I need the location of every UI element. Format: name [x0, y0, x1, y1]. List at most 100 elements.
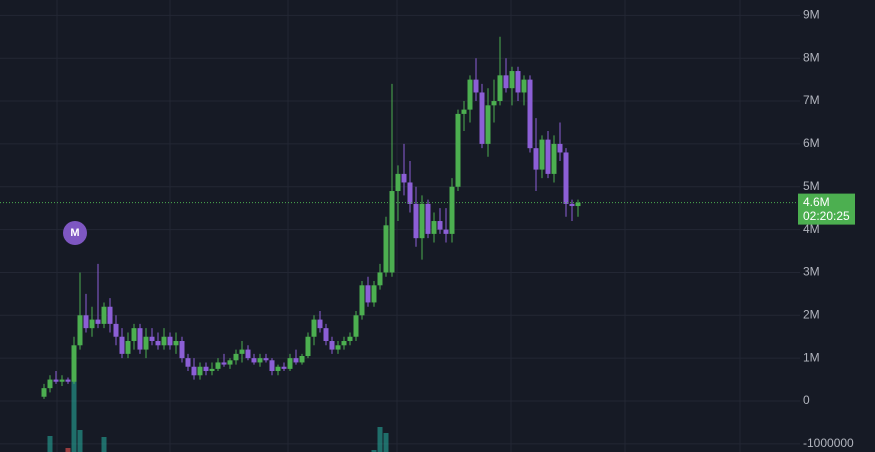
candle-body: [551, 143, 557, 174]
candle-body: [413, 203, 419, 239]
candle-body: [353, 315, 359, 337]
y-tick-label: 5M: [803, 179, 820, 193]
volume-bar: [101, 437, 107, 452]
y-tick-label: 2M: [803, 307, 820, 321]
candle-body: [113, 323, 119, 337]
candle-body: [371, 285, 377, 303]
candle-body: [167, 336, 173, 346]
candle-body: [173, 341, 179, 346]
candle-body: [431, 221, 437, 234]
candle-body: [473, 79, 479, 93]
candle-body: [449, 186, 455, 234]
y-tick-label: 6M: [803, 136, 820, 150]
candle-body: [539, 139, 545, 170]
candle-body: [515, 71, 521, 93]
candle-body: [287, 358, 293, 369]
candle-body: [359, 285, 365, 316]
candle-body: [575, 202, 581, 207]
countdown-label: 02:20:25: [803, 209, 850, 223]
candle-body: [89, 319, 95, 329]
candle-body: [53, 379, 59, 382]
candle-body: [299, 356, 305, 363]
y-tick-label: 0: [803, 393, 810, 407]
candle-body: [569, 203, 575, 207]
candle-body: [95, 319, 101, 324]
candle-body: [125, 341, 131, 354]
y-tick-label: 8M: [803, 50, 820, 64]
candle-body: [311, 319, 317, 337]
candle-body: [305, 336, 311, 357]
candle-body: [545, 139, 551, 174]
marker-badge: [63, 221, 87, 245]
candle-body: [317, 319, 323, 329]
candle-body: [425, 203, 431, 234]
candle-body: [461, 109, 467, 114]
candle-body: [485, 105, 491, 144]
candle-body: [275, 366, 281, 372]
candle-body: [251, 358, 257, 363]
y-tick-label: 7M: [803, 93, 820, 107]
candle-body: [155, 341, 161, 346]
current-price-box: [798, 193, 855, 225]
y-tick-label: 3M: [803, 265, 820, 279]
candle-body: [179, 341, 185, 359]
candle-body: [257, 358, 263, 363]
candle-body: [221, 362, 227, 365]
candle-body: [269, 360, 275, 372]
candle-body: [239, 349, 245, 354]
candle-body: [341, 341, 347, 346]
marker-label: M: [70, 227, 79, 239]
candle-body: [293, 358, 299, 363]
candle-body: [245, 349, 251, 359]
candle-body: [71, 345, 77, 382]
candle-body: [335, 345, 341, 350]
volume-bar: [377, 427, 383, 452]
candle-body: [191, 366, 197, 376]
candle-body: [455, 113, 461, 187]
candle-body: [383, 225, 389, 273]
candle-body: [185, 358, 191, 367]
volume-bar: [77, 430, 83, 452]
candle-body: [149, 336, 155, 342]
candle-body: [533, 148, 539, 170]
y-tick-label: 1M: [803, 350, 820, 364]
candle-body: [395, 173, 401, 192]
current-price-label: 4.6M: [803, 195, 830, 209]
y-tick-label: 4M: [803, 222, 820, 236]
y-tick-label: -1000000: [803, 436, 854, 450]
y-tick-label: 9M: [803, 8, 820, 22]
candle-body: [347, 336, 353, 342]
volume-bar: [371, 450, 377, 452]
candle-body: [563, 152, 569, 204]
candle-body: [407, 182, 413, 204]
candle-body: [497, 75, 503, 102]
candle-body: [389, 191, 395, 273]
candle-body: [401, 173, 407, 183]
candle-body: [443, 229, 449, 234]
candle-body: [503, 75, 509, 89]
candle-body: [137, 328, 143, 350]
candle-body: [365, 285, 371, 303]
volume-bar: [65, 448, 71, 452]
candle-body: [41, 388, 47, 397]
candle-body: [437, 221, 443, 230]
volume-bar: [47, 436, 53, 452]
candle-body: [377, 272, 383, 286]
candle-body: [227, 360, 233, 365]
candle-body: [161, 336, 167, 346]
vertical-grid: [56, 0, 741, 452]
candle-body: [65, 379, 71, 382]
candle-body: [419, 203, 425, 239]
candle-body: [323, 328, 329, 342]
candle-body: [521, 79, 527, 93]
candle-body: [119, 336, 125, 354]
candle-body: [83, 315, 89, 329]
candle-body: [209, 368, 215, 372]
candle-body: [491, 101, 497, 106]
candle-body: [281, 366, 287, 369]
candle-body: [215, 362, 221, 369]
candle-body: [107, 306, 113, 324]
volume-bar: [383, 433, 389, 452]
